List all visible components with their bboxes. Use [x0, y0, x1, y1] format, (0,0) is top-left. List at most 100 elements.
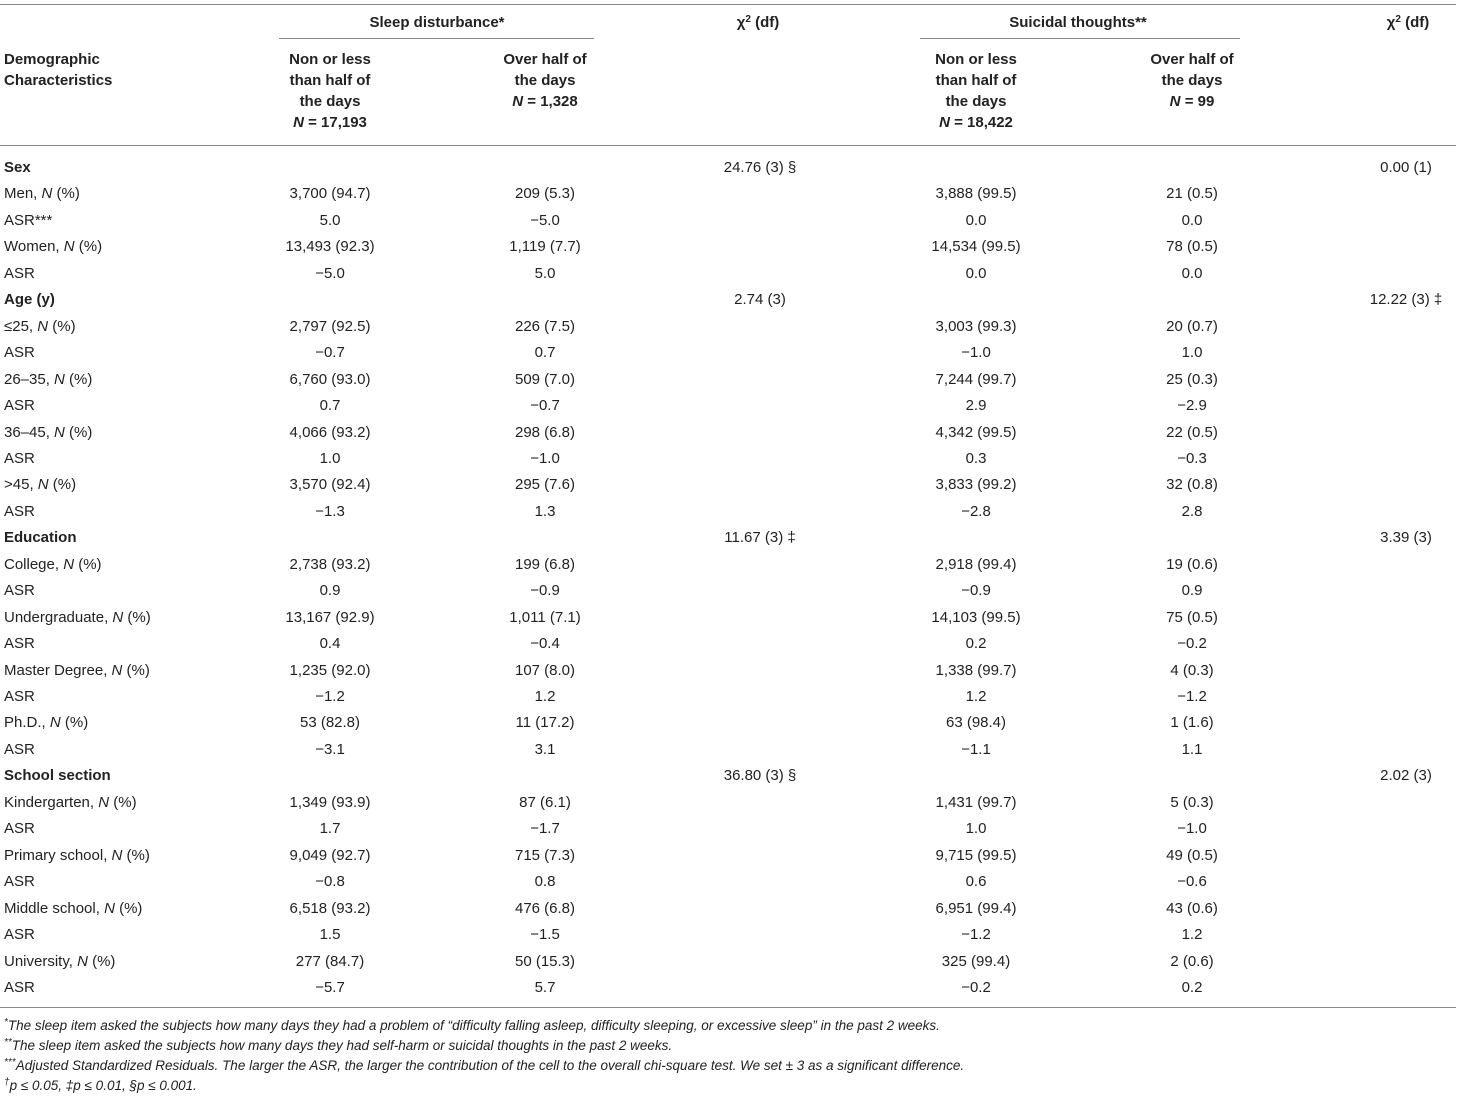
cell-chi2: 0.00 (1) [1380, 159, 1432, 176]
cell-t1: −1.1 [961, 740, 991, 758]
cell-t2: 43 (0.6) [1166, 899, 1218, 917]
cell-s2: −1.7 [530, 820, 560, 838]
cell-s1: 6,518 (93.2) [289, 899, 371, 917]
suicidal-col-over-half-header: Over half of the days N = 99 [1150, 51, 1234, 110]
chi-square-header-sleep: χ2 (df) [736, 14, 780, 31]
cell-t2: 0.0 [1181, 264, 1203, 282]
cell-s2: 509 (7.0) [514, 370, 576, 388]
cell-s1: −3.1 [315, 740, 345, 758]
cell-t1: 1,431 (99.7) [935, 793, 1017, 811]
row-label: ASR [4, 873, 35, 891]
cell-t2: −0.6 [1177, 873, 1207, 891]
row-label: Kindergarten, N (%) [4, 793, 137, 811]
cell-s2: 199 (6.8) [514, 555, 576, 573]
cell-t1: 3,003 (99.3) [935, 317, 1017, 335]
cell-t2: 5 (0.3) [1170, 793, 1214, 811]
cell-t2: 2.8 [1181, 502, 1203, 520]
cell-t1: 0.6 [965, 873, 987, 891]
suicidal-col-less-than-half-header: Non or less than half of the days N = 18… [935, 51, 1017, 131]
cell-s2: 715 (7.3) [514, 846, 576, 864]
suicidal-group-rule [920, 38, 1240, 39]
cell-t2: 32 (0.8) [1166, 476, 1218, 494]
cell-s2: −0.4 [530, 635, 560, 653]
cell-t1: −0.2 [961, 978, 991, 996]
cell-s2: 298 (6.8) [514, 423, 576, 441]
cell-t2: 22 (0.5) [1166, 423, 1218, 441]
cell-t1: 325 (99.4) [941, 952, 1011, 970]
row-label: ASR [4, 502, 35, 520]
row-label: ASR [4, 264, 35, 282]
cell-s2: −5.0 [530, 211, 560, 229]
row-label: ASR [4, 397, 35, 415]
suicidal-thoughts-header: Suicidal thoughts** [1009, 14, 1147, 31]
cell-t2: 1.0 [1181, 344, 1203, 362]
row-label: College, N (%) [4, 555, 102, 573]
cell-t2: 4 (0.3) [1170, 661, 1214, 679]
cell-s1: −1.2 [315, 688, 345, 705]
section-heading: Sex [4, 159, 31, 176]
sleep-col-over-half-header: Over half of the days N = 1,328 [503, 51, 587, 110]
cell-t2: 2 (0.6) [1170, 952, 1214, 970]
row-label: Men, N (%) [4, 185, 80, 203]
cell-s2: −0.9 [530, 582, 560, 600]
row-label: ASR [4, 820, 35, 838]
cell-t2: 78 (0.5) [1166, 238, 1218, 256]
row-label: Undergraduate, N (%) [4, 608, 151, 626]
cell-s1: 0.9 [319, 582, 341, 600]
cell-s1: 277 (84.7) [295, 952, 365, 970]
cell-t2: −1.2 [1177, 688, 1207, 705]
cell-t1: 1.2 [965, 688, 987, 705]
cell-s2: 1,011 (7.1) [509, 608, 581, 626]
cell-t1: 14,103 (99.5) [931, 608, 1021, 626]
row-label: ASR [4, 582, 35, 600]
cell-t1: 2,918 (99.4) [935, 555, 1017, 573]
cell-t2: 21 (0.5) [1166, 185, 1218, 203]
cell-t2: −0.2 [1177, 635, 1207, 653]
cell-s1: −5.7 [315, 978, 345, 996]
sleep-disturbance-header: Sleep disturbance* [369, 14, 505, 31]
cell-s2: −1.5 [530, 926, 560, 944]
footnote-3: ***Adjusted Standardized Residuals. The … [4, 1057, 965, 1074]
header-bottom-rule [0, 145, 1456, 146]
cell-s1: 13,493 (92.3) [285, 238, 375, 256]
cell-t2: 0.2 [1181, 978, 1203, 996]
cell-chi1: 24.76 (3) § [723, 159, 797, 176]
row-label: ASR [4, 978, 35, 996]
cell-t2: 1.1 [1181, 740, 1203, 758]
cell-s2: 87 (6.1) [519, 793, 571, 811]
cell-s1: 5.0 [319, 211, 341, 229]
cell-t1: −1.2 [961, 926, 991, 944]
cell-t2: −1.0 [1177, 820, 1207, 838]
cell-s1: 1.5 [319, 926, 341, 944]
cell-s2: 1.3 [534, 502, 556, 520]
row-label: ASR [4, 688, 35, 705]
cell-t1: 2.9 [965, 397, 987, 415]
cell-t2: −2.9 [1177, 397, 1207, 415]
cell-s2: 226 (7.5) [514, 317, 576, 335]
cell-s2: 0.8 [534, 873, 556, 891]
cell-chi1: 11.67 (3) ‡ [724, 529, 796, 547]
cell-s2: −0.7 [530, 397, 560, 415]
table-bottom-rule [0, 1007, 1456, 1008]
row-label: ASR [4, 635, 35, 653]
cell-chi2: 2.02 (3) [1380, 767, 1432, 785]
cell-t1: 7,244 (99.7) [935, 370, 1017, 388]
row-label: Primary school, N (%) [4, 846, 150, 864]
footnotes: *The sleep item asked the subjects how m… [4, 1016, 964, 1096]
row-label: Middle school, N (%) [4, 899, 143, 917]
row-label: Master Degree, N (%) [4, 661, 150, 679]
cell-t1: 9,715 (99.5) [935, 846, 1017, 864]
row-label: University, N (%) [4, 952, 116, 970]
cell-t2: 1 (1.6) [1170, 714, 1214, 732]
cell-s2: 209 (5.3) [514, 185, 576, 203]
cell-s1: 0.4 [319, 635, 341, 653]
cell-s1: −1.3 [315, 502, 345, 520]
cell-t2: 49 (0.5) [1166, 846, 1218, 864]
sleep-group-rule [279, 38, 594, 39]
row-label: ≤25, N (%) [4, 317, 76, 335]
cell-s1: 6,760 (93.0) [289, 370, 371, 388]
cell-t2: 19 (0.6) [1166, 555, 1218, 573]
cell-chi2: 12.22 (3) ‡ [1369, 291, 1443, 309]
cell-s1: 3,570 (92.4) [289, 476, 371, 494]
cell-t1: 0.0 [965, 211, 987, 229]
